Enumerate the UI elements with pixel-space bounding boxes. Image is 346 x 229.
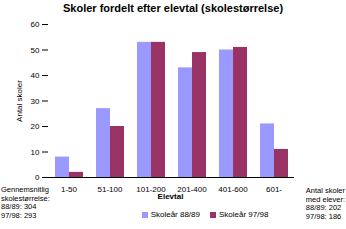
- html-text:97/98: 186: 97/98: 186: [305, 211, 342, 221]
- html-text:97/98: 293: 97/98: 293: [1, 210, 37, 220]
- svg-text:101-200: 101-200: [136, 185, 166, 195]
- svg-text:0: 0: [35, 173, 40, 182]
- html-text:Skoleår 97/98: Skoleår 97/98: [219, 210, 269, 219]
- svg-text:51-100: 51-100: [98, 185, 123, 194]
- svg-text:60: 60: [31, 20, 40, 29]
- svg-text:401-600: 401-600: [218, 185, 248, 194]
- html-text:Gennemsnitlig: Gennemsnitlig: [1, 185, 49, 194]
- html-text:Antal skoler: Antal skoler: [305, 186, 345, 195]
- svg-text:20: 20: [31, 122, 40, 131]
- html-text:Elevtal: Elevtal: [157, 192, 184, 201]
- svg-text:40: 40: [31, 71, 40, 80]
- html-text:88/89: 304: 88/89: 304: [1, 202, 37, 211]
- svg-text:201-400: 201-400: [177, 185, 207, 195]
- svg-text:10: 10: [31, 148, 40, 157]
- html-text:skolestørrelse:: skolestørrelse:: [1, 193, 50, 203]
- html-text:Skoler fordelt efter elevtal (: Skoler fordelt efter elevtal (skolestørr…: [63, 2, 283, 14]
- html-text:88/89: 202: 88/89: 202: [305, 203, 342, 212]
- svg-text:50: 50: [31, 46, 40, 55]
- html-text:med elever:: med elever:: [305, 194, 345, 204]
- svg-text:Antal skoler: Antal skoler: [15, 80, 24, 122]
- svg-text:601-: 601-: [266, 185, 282, 194]
- svg-text:1-50: 1-50: [61, 185, 78, 194]
- html-text:Skoleår 88/89: Skoleår 88/89: [150, 210, 200, 219]
- svg-text:30: 30: [31, 97, 40, 106]
